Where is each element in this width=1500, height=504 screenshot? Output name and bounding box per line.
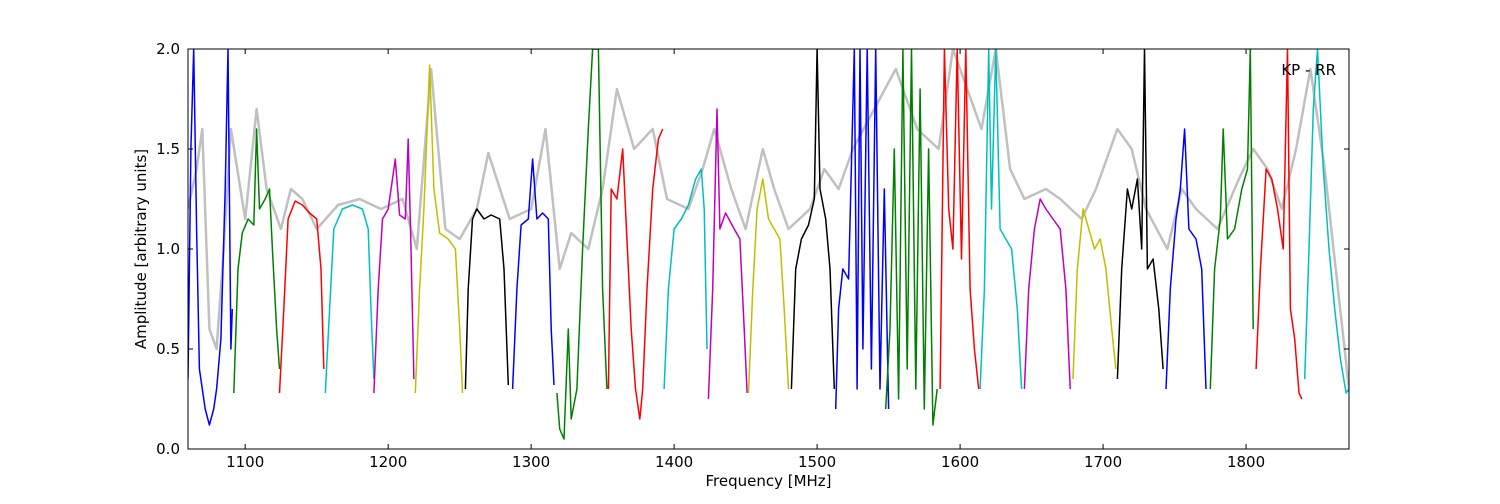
- band-line-14: [790, 49, 836, 390]
- band-line-9: [556, 49, 608, 440]
- x-tick-label: 1600: [941, 453, 979, 471]
- band-line-15: [834, 49, 890, 410]
- band-line-10: [607, 128, 664, 420]
- band-line-12: [707, 108, 748, 400]
- y-tick-label: 2.0: [156, 40, 180, 58]
- band-line-21: [1116, 49, 1164, 380]
- band-line-11: [663, 168, 708, 390]
- x-axis-label: Frequency [MHz]: [705, 472, 831, 490]
- band-line-4: [324, 204, 375, 394]
- band-line-8: [511, 158, 555, 390]
- band-line-6: [414, 64, 464, 394]
- band-line-25: [1303, 49, 1349, 394]
- plot-annotation: KP - RR: [1281, 61, 1336, 79]
- series-layer: [188, 49, 1349, 440]
- band-line-7: [464, 208, 510, 390]
- band-line-13: [747, 178, 790, 394]
- plot-frame: [187, 48, 1350, 450]
- band-line-23: [1209, 49, 1254, 390]
- x-tick-label: 1700: [1084, 453, 1122, 471]
- band-line-3: [278, 200, 325, 394]
- band-line-1: [188, 49, 234, 426]
- ticks-layer: 1100 1200 1300 1400 1500 1600 1700 1800 0.0 0.5 1.…: [156, 40, 1349, 471]
- band-line-18: [979, 49, 1023, 390]
- band-line-19: [1023, 198, 1071, 390]
- y-tick-label: 0.0: [156, 440, 180, 458]
- y-tick-label: 0.5: [156, 340, 180, 358]
- x-tick-label: 1300: [512, 453, 550, 471]
- band-line-20: [1072, 208, 1117, 380]
- band-line-22: [1165, 128, 1207, 390]
- band-line-2: [233, 128, 281, 394]
- x-tick-label: 1800: [1227, 453, 1265, 471]
- y-tick-label: 1.0: [156, 240, 180, 258]
- x-tick-label: 1500: [798, 453, 836, 471]
- x-tick-label: 1100: [226, 453, 264, 471]
- x-tick-label: 1200: [369, 453, 407, 471]
- x-tick-label: 1400: [655, 453, 693, 471]
- band-line-5: [373, 138, 415, 394]
- band-line-17: [939, 49, 980, 390]
- y-tick-label: 1.5: [156, 140, 180, 158]
- band-line-16: [884, 49, 938, 426]
- y-axis-label: Amplitude [arbitrary units]: [132, 149, 150, 349]
- band-line-24: [1255, 49, 1303, 400]
